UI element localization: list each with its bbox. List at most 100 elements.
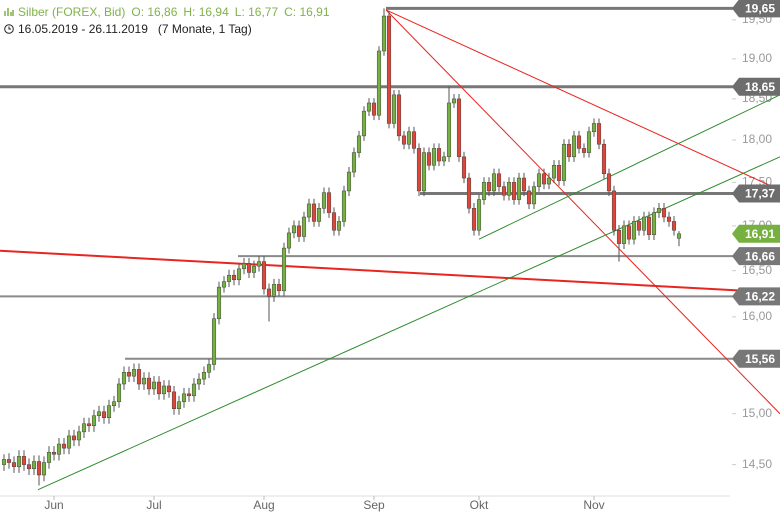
- y-tick-label: 16,50: [742, 263, 772, 277]
- price-tag-label: 16,66: [745, 249, 775, 263]
- chart-icon: [4, 8, 14, 16]
- x-tick-label: Jun: [44, 498, 63, 512]
- candle-body: [606, 173, 612, 192]
- candle-body: [146, 377, 152, 390]
- candle-body: [486, 182, 492, 192]
- candle-body: [246, 263, 252, 273]
- ohlc: C: 16,91: [284, 5, 330, 19]
- price-tag: [732, 247, 780, 266]
- candle-body: [261, 261, 267, 290]
- period: (7 Monate, 1 Tag): [157, 22, 252, 36]
- candle-body: [426, 152, 432, 166]
- candle-body: [621, 225, 627, 244]
- candle-body: [351, 152, 357, 173]
- candle-body: [591, 123, 597, 132]
- candle-body: [551, 165, 557, 179]
- candle-body: [561, 143, 567, 181]
- candle-body: [511, 182, 517, 200]
- x-tick-label: Nov: [583, 498, 604, 512]
- price-tag: [732, 184, 780, 203]
- candle-body: [181, 393, 187, 403]
- candle-body: [61, 443, 67, 449]
- candle-body: [306, 203, 312, 218]
- candle-body: [461, 156, 467, 179]
- candle-body: [476, 199, 482, 231]
- candle-body: [16, 456, 22, 467]
- candle-body: [86, 423, 92, 427]
- header-line: 16.05.2019 - 26.11.2019 (7 Monate, 1 Tag): [4, 21, 336, 38]
- candle-body: [491, 173, 497, 192]
- candle-body: [576, 135, 582, 149]
- candle-body: [381, 15, 387, 52]
- y-tick-label: 18,00: [742, 132, 772, 146]
- candle-body: [611, 190, 617, 231]
- candle-body: [316, 208, 322, 222]
- candle-body: [321, 192, 327, 209]
- candle-body: [131, 369, 137, 377]
- price-tag-label: 16,22: [745, 290, 775, 304]
- candle-body: [366, 102, 372, 112]
- candle-body: [556, 165, 562, 181]
- candle-body: [446, 102, 452, 158]
- candle-body: [216, 286, 222, 319]
- candle-body: [631, 221, 637, 240]
- candle-body: [171, 391, 177, 409]
- candle-body: [471, 208, 477, 231]
- candle-body: [236, 268, 242, 281]
- candle-body: [371, 102, 377, 116]
- ohlc: L: 16,77: [234, 5, 279, 19]
- candle-body: [191, 383, 197, 397]
- candle-body: [496, 173, 502, 187]
- candle-body: [456, 98, 462, 158]
- candle-body: [656, 208, 662, 213]
- candle-body: [286, 232, 292, 249]
- candle-body: [201, 372, 207, 380]
- candle-body: [406, 131, 412, 145]
- x-tick-label: Jul: [146, 498, 161, 512]
- candle-body: [301, 216, 307, 237]
- candle-body: [241, 263, 247, 270]
- trend-line: [37, 156, 780, 491]
- price-tag-label: 18,65: [745, 80, 775, 94]
- candle-body: [231, 274, 237, 281]
- candle-body: [431, 148, 437, 166]
- candle-body: [646, 216, 652, 235]
- candle-body: [421, 152, 427, 192]
- candle-body: [411, 131, 417, 149]
- candle-body: [206, 364, 212, 373]
- candle-body: [81, 423, 87, 433]
- candle-body: [56, 443, 62, 455]
- candle-body: [346, 171, 352, 192]
- candle-body: [671, 221, 677, 231]
- candle-body: [91, 415, 97, 427]
- candle-body: [116, 383, 122, 403]
- x-tick-label: Sep: [363, 498, 385, 512]
- candle-body: [541, 173, 547, 185]
- candle-body: [376, 50, 382, 116]
- candle-body: [521, 177, 527, 192]
- title: Silber (FOREX, Bid): [18, 5, 126, 19]
- price-tag: [732, 349, 780, 368]
- candle-body: [276, 284, 282, 292]
- candle-body: [281, 247, 287, 292]
- price-tag-label: 19,65: [745, 2, 775, 16]
- candle-body: [626, 225, 632, 240]
- candle-body: [141, 377, 147, 385]
- candle-body: [531, 186, 537, 205]
- ohlc: H: 16,94: [183, 5, 229, 19]
- candle-body: [386, 15, 392, 124]
- candle-body: [271, 284, 277, 297]
- candle-body: [661, 208, 667, 218]
- candle-body: [166, 385, 172, 393]
- price-tag: [732, 287, 780, 306]
- candle-body: [226, 274, 232, 282]
- x-tick-label: Okt: [470, 498, 489, 512]
- price-tag-label: 16,91: [745, 227, 775, 241]
- candle-body: [516, 177, 522, 200]
- candle-body: [76, 431, 82, 441]
- candle-body: [536, 173, 542, 187]
- candle-body: [11, 462, 17, 467]
- candle-body: [586, 131, 592, 153]
